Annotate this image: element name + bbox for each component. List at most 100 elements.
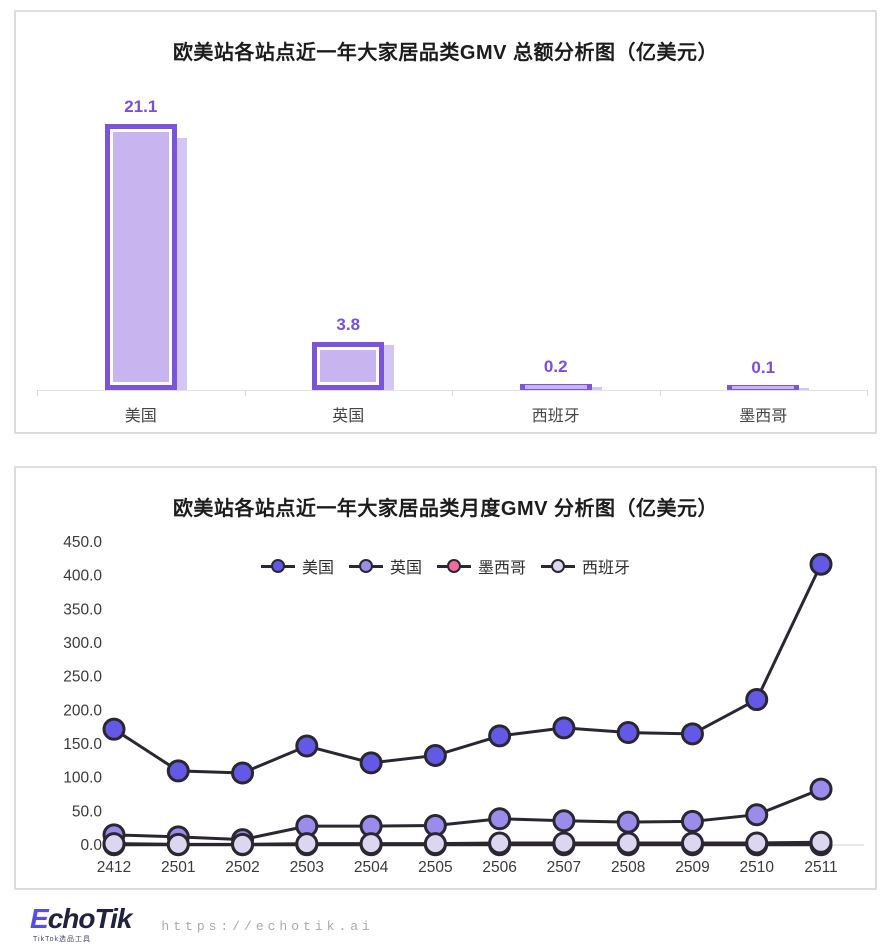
bar-fill [732,386,795,389]
bar-fill [320,350,377,382]
echotik-logo-wordmark: EchoTik [30,902,133,934]
data-point [552,809,576,833]
legend-marker-dot [270,559,285,573]
data-point [680,831,704,855]
category-label: 英国 [332,408,365,425]
x-axis-tick-label: 2505 [418,859,452,876]
bar [104,124,177,390]
legend-label: 英国 [389,560,422,577]
y-axis-tick-label: 200.0 [63,702,102,719]
bar-value-label: 3.8 [336,315,361,335]
data-point [359,751,383,775]
y-axis-tick-label: 350.0 [63,601,102,618]
bar-chart-title: 欧美站各站点近一年大家居品类GMV 总额分析图（亿美元） [172,42,719,64]
data-point [102,717,126,741]
category-label: 美国 [124,408,157,425]
x-axis-tick-label: 2504 [354,859,389,876]
data-point [423,743,447,767]
x-axis-tick [244,390,246,396]
data-point [359,832,383,856]
data-point [616,810,640,834]
bar-chart-plot: 21.1 美国 3.8 英国 0.2 西班牙 0.1 墨西哥 [16,12,875,432]
legend-item[interactable]: 美国 [260,554,334,578]
category-label: 西班牙 [531,408,580,425]
legend-marker-line [260,559,295,573]
footer: EchoTik TikTok选品工具 https://echotik.ai [30,900,374,948]
x-axis-tick-label: 2503 [290,859,324,876]
bar-chart-card: 欧美站各站点近一年大家居品类GMV 总额分析图（亿美元） 21.1 美国 3.8 英国… [14,10,877,434]
data-point [680,722,704,746]
x-axis-tick-label: 2510 [739,859,774,876]
legend-marker-dot [358,559,373,573]
bar-fill [112,132,169,382]
y-axis-tick-label: 400.0 [63,568,102,585]
line-chart-card: 欧美站各站点近一年大家居品类月度GMV 分析图（亿美元） 美国 英国 墨西哥 西班牙 … [14,466,877,890]
x-axis-tick-label: 2511 [804,859,837,876]
x-axis-tick [867,390,868,396]
data-point [616,721,640,745]
data-point [809,777,833,801]
data-point [745,688,769,712]
y-axis-tick-label: 150.0 [63,736,102,753]
x-axis-tick-label: 2506 [482,859,516,876]
series-line [113,787,822,842]
legend-marker-dot [447,559,461,573]
data-point [616,831,640,855]
x-axis-tick-label: 2412 [97,859,131,876]
data-point [166,759,190,783]
category-label: 墨西哥 [739,408,788,425]
bar-value-label: 0.1 [751,358,776,377]
bar [312,342,385,390]
y-axis-tick-label: 100.0 [63,770,102,787]
footer-url-link[interactable]: https://echotik.ai [161,918,374,934]
bar [727,385,800,390]
data-point [423,832,447,856]
x-axis-tick-label: 2509 [675,859,709,876]
data-point [295,832,319,856]
y-axis-tick-label: 300.0 [63,635,102,652]
line-series [102,830,833,856]
data-point [552,831,576,855]
x-axis-tick [37,390,38,396]
legend-item[interactable]: 西班牙 [541,554,630,578]
legend-marker-line [348,559,383,573]
data-point [488,831,512,855]
echotik-logo[interactable]: EchoTik TikTok选品工具 [30,902,133,944]
data-point [809,552,833,576]
data-point [552,716,576,740]
line-series [102,552,833,785]
legend-marker-dot [551,559,566,573]
legend-marker-line [541,559,576,573]
legend-label: 美国 [301,560,334,577]
data-point [488,724,512,748]
bar-fill [524,385,587,389]
bar-value-label: 21.1 [124,97,158,116]
y-axis-tick-label: 250.0 [63,669,102,686]
data-point [680,809,704,833]
legend-item[interactable]: 墨西哥 [437,554,526,578]
data-point [745,803,769,827]
data-point [231,761,255,785]
line-chart-title: 欧美站各站点近一年大家居品类月度GMV 分析图（亿美元） [172,498,719,520]
echotik-logo-rest: choTik [47,902,133,934]
data-point [488,807,512,831]
data-point [745,831,769,855]
bar [519,384,592,390]
x-axis-tick [659,390,661,396]
line-series [102,777,833,852]
x-axis-tick [452,390,453,396]
legend-label: 西班牙 [582,560,631,577]
line-chart-legend: 美国 英国 墨西哥 西班牙 [16,554,875,578]
series-line [113,840,822,846]
x-axis-tick-label: 2501 [161,859,195,876]
legend-marker-line [437,559,471,573]
data-point [231,832,255,856]
echotik-logo-tagline: TikTok选品工具 [33,935,91,943]
data-point [166,832,190,856]
echotik-logo-e: E [30,902,49,934]
legend-item[interactable]: 英国 [348,554,422,578]
data-point [809,830,833,854]
x-axis-tick-label: 2507 [547,859,581,876]
x-axis-tick-label: 2508 [611,859,645,876]
